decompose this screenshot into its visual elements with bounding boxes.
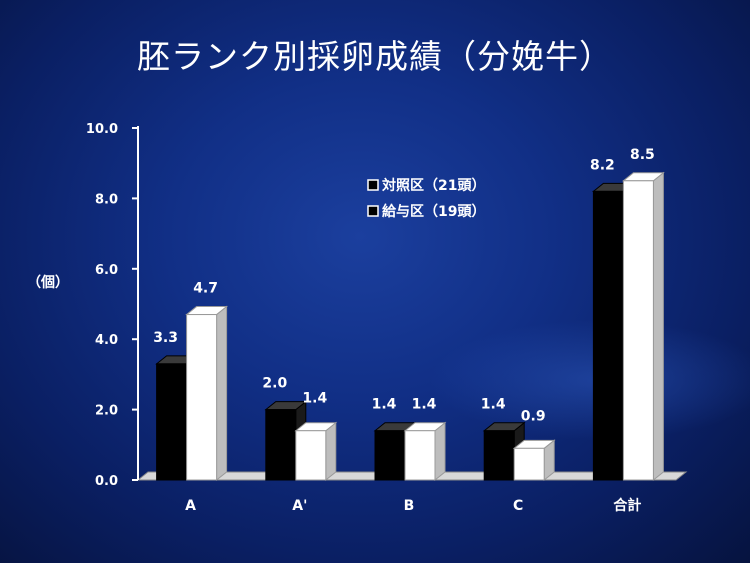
y-tick-label: 0.0 (95, 474, 118, 489)
data-label: 1.4 (481, 397, 506, 413)
bars-group (155, 171, 665, 482)
y-axis-label: （個） (27, 274, 69, 291)
data-label: 8.2 (590, 157, 615, 173)
bar-control-4 (592, 190, 624, 481)
x-tick-label: A (185, 498, 196, 514)
bar-side (652, 171, 664, 482)
y-tick-label: 10.0 (86, 122, 118, 137)
legend-label-1: 給与区（19頭） (382, 203, 485, 220)
x-tick-label: B (404, 498, 415, 514)
bar-treatment-3 (513, 447, 545, 481)
data-label: 4.7 (193, 281, 218, 297)
legend-marker-1 (367, 205, 379, 217)
bar-treatment-1 (295, 430, 327, 481)
bar-treatment-0 (186, 314, 218, 481)
y-tick-label: 6.0 (95, 263, 118, 278)
y-tick-label: 2.0 (95, 404, 118, 419)
bar-side (216, 305, 228, 482)
data-label: 1.4 (412, 397, 437, 413)
x-tick-label: C (513, 498, 523, 514)
y-tick-label: 8.0 (95, 192, 118, 207)
bar-side (325, 421, 337, 482)
data-label: 8.5 (630, 147, 655, 163)
bar-control-2 (374, 430, 406, 481)
x-tick-label: 合計 (613, 497, 641, 514)
data-label: 1.4 (302, 391, 327, 407)
y-tick-label: 4.0 (95, 333, 118, 348)
data-label: 3.3 (153, 330, 178, 346)
bar-side (434, 421, 446, 482)
bar-control-3 (483, 430, 515, 481)
bar-treatment-2 (404, 430, 436, 481)
data-label: 2.0 (262, 376, 287, 392)
legend-label-0: 対照区（21頭） (381, 177, 485, 194)
legend-marker-0 (367, 179, 379, 191)
chart-title: 胚ランク別採卵成績（分娩牛） (137, 37, 613, 76)
bar-control-0 (156, 363, 188, 481)
data-label: 1.4 (372, 397, 397, 413)
labels-group: 3.3 4.7 A 2.0 1.4 A' 1.4 1.4 B 1.4 0.9 C 8.2 8.5 合計 (153, 147, 655, 514)
background-swirl (430, 320, 750, 440)
x-tick-label: A' (292, 498, 307, 514)
bar-control-1 (265, 409, 297, 481)
legend: 対照区（21頭） 給与区（19頭） (367, 177, 485, 220)
data-label: 0.9 (521, 408, 546, 424)
bar-treatment-4 (622, 180, 654, 481)
